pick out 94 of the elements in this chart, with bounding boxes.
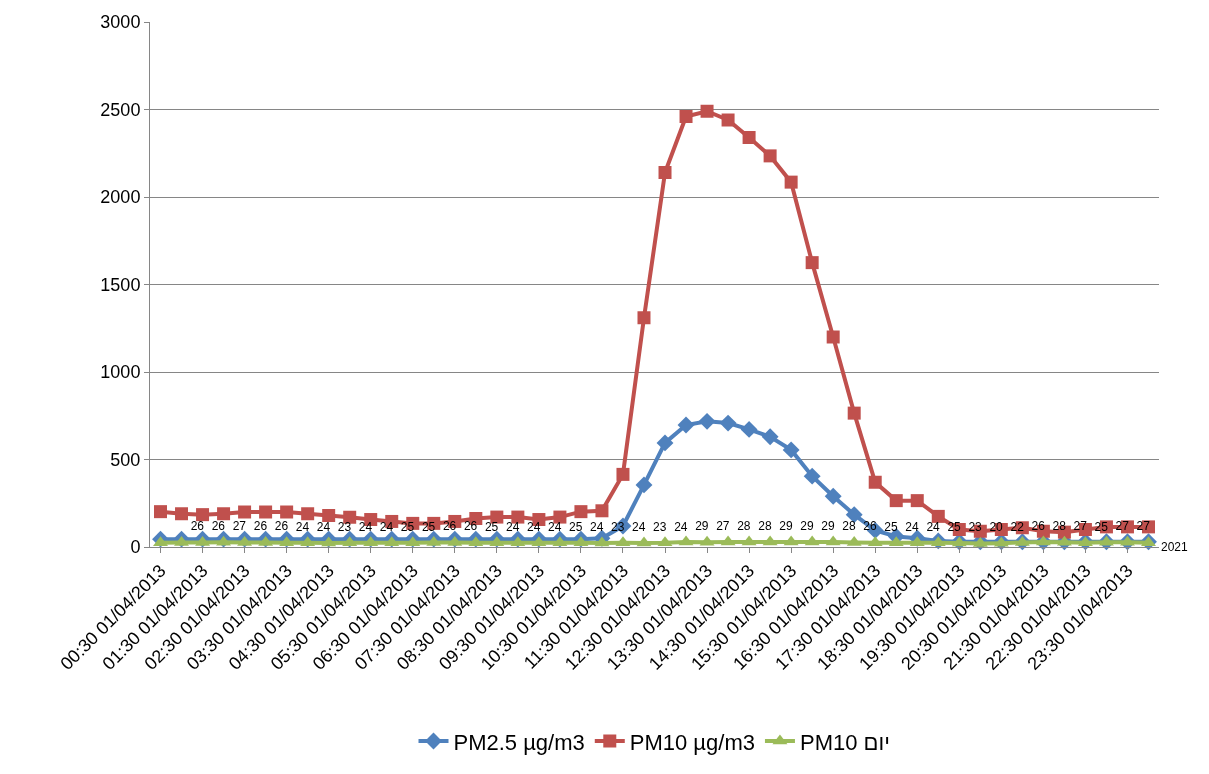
point	[784, 175, 798, 189]
point	[761, 428, 779, 446]
data-label: 25	[484, 519, 499, 534]
point	[698, 412, 716, 430]
data-label: 24	[674, 519, 688, 534]
point	[721, 113, 735, 127]
data-label: 27	[1136, 519, 1151, 534]
point	[490, 510, 504, 524]
data-label: 20	[989, 520, 1004, 535]
point	[931, 509, 945, 523]
data-label: 29	[779, 518, 793, 533]
data-label: 29	[695, 518, 709, 533]
legend-label: PM10 µg/m3	[629, 729, 755, 755]
data-label: 25	[421, 519, 436, 534]
data-label: 26	[442, 519, 457, 534]
point	[700, 104, 714, 118]
text: 2021	[1161, 540, 1189, 554]
point	[196, 508, 210, 522]
y-tick-label: 2500	[100, 99, 141, 120]
y-tick-label: 1500	[100, 274, 141, 295]
data-label: 27	[232, 519, 247, 534]
data-label: 24	[590, 519, 604, 534]
y-tick-label: 3000	[100, 12, 141, 33]
point	[889, 494, 903, 508]
data-label: 25	[400, 519, 415, 534]
data-label: 28	[842, 518, 856, 533]
y-tick-label: 0	[130, 537, 141, 558]
point	[742, 131, 756, 144]
point	[679, 110, 693, 123]
data-label: 24	[905, 519, 920, 534]
data-label: 24	[632, 519, 646, 534]
point	[595, 504, 609, 518]
data-label: 25	[1094, 519, 1109, 534]
point	[656, 434, 674, 452]
data-label: 26	[463, 519, 478, 534]
point	[719, 414, 737, 432]
data-label: 29	[821, 518, 835, 533]
point	[763, 149, 777, 163]
data-label: 26	[253, 519, 268, 534]
data-label: 23	[653, 519, 667, 534]
legend-label: PM2.5 µg/m3	[453, 729, 585, 755]
point	[677, 416, 695, 434]
data-label: 24	[358, 519, 373, 534]
data-label: 28	[758, 518, 772, 533]
point	[553, 510, 567, 524]
data-label: 24	[926, 519, 941, 534]
point	[238, 505, 252, 519]
point	[280, 505, 294, 519]
point	[740, 420, 758, 438]
data-label: 29	[800, 518, 814, 533]
data-label: 24	[295, 519, 310, 534]
data-label: 27	[1073, 519, 1088, 534]
point	[616, 467, 630, 481]
point	[910, 494, 924, 508]
point	[217, 507, 231, 521]
y-tick-label: 1000	[100, 362, 141, 383]
point	[782, 441, 800, 459]
data-label: 24	[526, 519, 541, 534]
data-label: 28	[737, 518, 751, 533]
data-label: 25	[569, 519, 583, 534]
data-label: 24	[379, 519, 394, 534]
legend-label: PM10 יום	[799, 729, 890, 755]
data-label: 24	[316, 519, 331, 534]
point	[259, 505, 273, 519]
point	[343, 510, 357, 524]
y-tick-label: 500	[110, 449, 141, 470]
data-label: 26	[190, 519, 205, 534]
point	[847, 406, 861, 420]
point	[154, 505, 168, 519]
point	[805, 256, 819, 270]
data-label: 24	[505, 519, 520, 534]
data-label: 27	[716, 519, 730, 534]
y-tick-label: 2000	[100, 187, 141, 208]
data-label: 26	[274, 519, 289, 534]
point	[658, 166, 672, 179]
data-label: 23	[337, 519, 352, 534]
point	[175, 507, 189, 521]
point	[826, 330, 840, 344]
data-label: 24	[548, 519, 562, 534]
point	[868, 475, 882, 489]
data-label: 25	[884, 519, 899, 534]
data-label: 27	[1115, 519, 1130, 534]
point	[322, 509, 336, 522]
point	[637, 311, 651, 325]
point	[511, 510, 525, 524]
point	[803, 467, 821, 485]
data-label: 26	[211, 519, 226, 534]
point	[824, 487, 842, 505]
point	[301, 507, 315, 521]
data-label: 23	[611, 519, 625, 534]
point	[635, 476, 653, 494]
point	[574, 505, 588, 519]
data-label: 25	[947, 519, 962, 534]
data-label: 22	[1010, 520, 1025, 535]
